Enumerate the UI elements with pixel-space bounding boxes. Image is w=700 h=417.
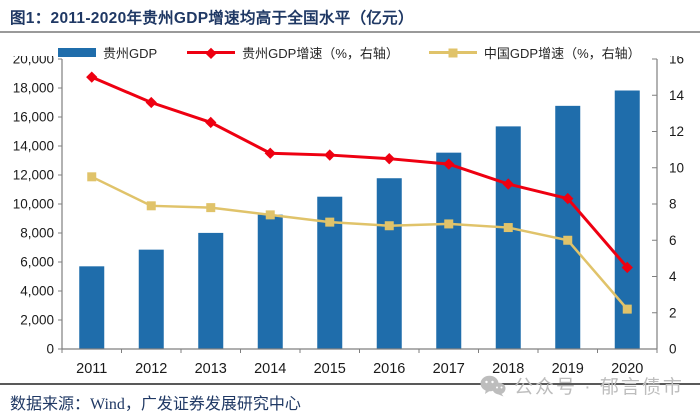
legend-item-china-growth: 中国GDP增速（%，右轴） — [428, 43, 641, 62]
figure-title: 图1：2011-2020年贵州GDP增速均高于全国水平（亿元） — [10, 10, 414, 27]
bar-swatch-icon — [58, 48, 96, 57]
marker-guizhou-growth-2012 — [145, 96, 157, 109]
x-tick-label: 2011 — [76, 361, 107, 377]
marker-guizhou-growth-2011 — [86, 71, 98, 83]
y-left-tick-label: 20,000 — [13, 56, 54, 67]
y-right-tick-label: 8 — [669, 197, 677, 212]
y-right-tick-label: 6 — [669, 233, 677, 248]
wechat-icon — [480, 375, 506, 396]
marker-china-growth-2011 — [87, 172, 97, 182]
y-right-tick-label: 14 — [669, 88, 685, 103]
watermark-text: 公众号 · 郁言债市 — [514, 377, 684, 398]
bar-2014 — [257, 214, 283, 349]
x-tick-label: 2018 — [492, 361, 524, 377]
legend-item-guizhou-gdp: 贵州GDP — [58, 43, 157, 62]
data-source: 数据来源：Wind，广发证券发展研究中心 — [10, 396, 301, 413]
legend-label-guizhou-growth: 贵州GDP增速（%，右轴） — [242, 46, 399, 61]
chart-plot-area: 0 2,000 4,000 6,000 8,000 10,000 12,000 14,000 1… — [13, 56, 685, 377]
x-tick-label: 2017 — [433, 361, 465, 377]
china-growth-line — [91, 175, 629, 310]
marker-guizhou-growth-2015 — [324, 149, 336, 161]
diamond-line-swatch-icon — [187, 51, 236, 54]
marker-china-growth-2018 — [503, 223, 513, 233]
marker-china-growth-2020 — [622, 304, 632, 314]
y-right-tick-label: 0 — [669, 342, 677, 357]
marker-china-growth-2015 — [325, 217, 335, 227]
marker-guizhou-growth-2020 — [621, 261, 633, 274]
y-right-tick-label: 16 — [669, 56, 684, 67]
x-tick-label: 2014 — [254, 361, 286, 377]
x-tick-label: 2016 — [373, 361, 405, 377]
y-left-tick-label: 8,000 — [20, 226, 54, 241]
guizhou-growth-line — [91, 75, 629, 269]
title-divider — [0, 31, 700, 33]
watermark: 公众号 · 郁言债市 — [480, 372, 684, 399]
x-tick-label: 2013 — [195, 361, 227, 377]
marker-china-growth-2014 — [265, 210, 275, 220]
bar-2016 — [376, 178, 402, 349]
bar-2019 — [555, 105, 581, 349]
marker-guizhou-growth-2013 — [205, 116, 217, 129]
legend-label-china-growth: 中国GDP增速（%，右轴） — [483, 46, 641, 61]
y-left-tick-label: 4,000 — [20, 284, 54, 299]
footer-divider — [0, 383, 700, 385]
marker-guizhou-growth-2014 — [264, 147, 276, 159]
marker-guizhou-growth-2016 — [383, 153, 395, 165]
legend-item-guizhou-growth: 贵州GDP增速（%，右轴） — [187, 43, 399, 62]
x-tick-label: 2012 — [135, 361, 167, 377]
chart-legend: 贵州GDP 贵州GDP增速（%，右轴） 中国GDP增速（%，右轴） — [58, 43, 641, 62]
y-right-tick-label: 12 — [669, 124, 684, 139]
x-tick-label: 2020 — [611, 361, 643, 377]
bar-2011 — [79, 266, 105, 349]
marker-china-growth-2013 — [206, 203, 216, 213]
square-line-swatch-icon — [428, 51, 477, 54]
bar-2017 — [436, 152, 462, 349]
x-tick-label: 2015 — [314, 361, 346, 377]
bar-2013 — [198, 232, 224, 349]
bar-2012 — [138, 249, 164, 349]
x-tick-label: 2019 — [552, 361, 584, 377]
marker-china-growth-2017 — [444, 219, 454, 229]
y-right-tick-label: 4 — [669, 269, 677, 284]
bar-2018 — [495, 126, 521, 349]
y-left-tick-label: 16,000 — [13, 110, 54, 125]
marker-china-growth-2016 — [384, 221, 394, 231]
y-right-tick-label: 2 — [669, 305, 677, 320]
y-left-tick-label: 12,000 — [13, 168, 54, 183]
y-left-tick-label: 2,000 — [20, 313, 54, 328]
marker-china-growth-2012 — [146, 201, 156, 211]
y-left-tick-label: 0 — [46, 342, 54, 357]
legend-label-guizhou-gdp: 贵州GDP — [103, 46, 158, 61]
marker-china-growth-2019 — [563, 235, 573, 245]
y-left-tick-label: 6,000 — [20, 255, 54, 270]
y-left-tick-label: 10,000 — [13, 197, 54, 212]
y-left-tick-label: 14,000 — [13, 139, 54, 154]
y-right-tick-label: 10 — [669, 160, 684, 175]
y-left-tick-label: 18,000 — [13, 81, 54, 96]
marker-guizhou-growth-2019 — [562, 192, 574, 205]
